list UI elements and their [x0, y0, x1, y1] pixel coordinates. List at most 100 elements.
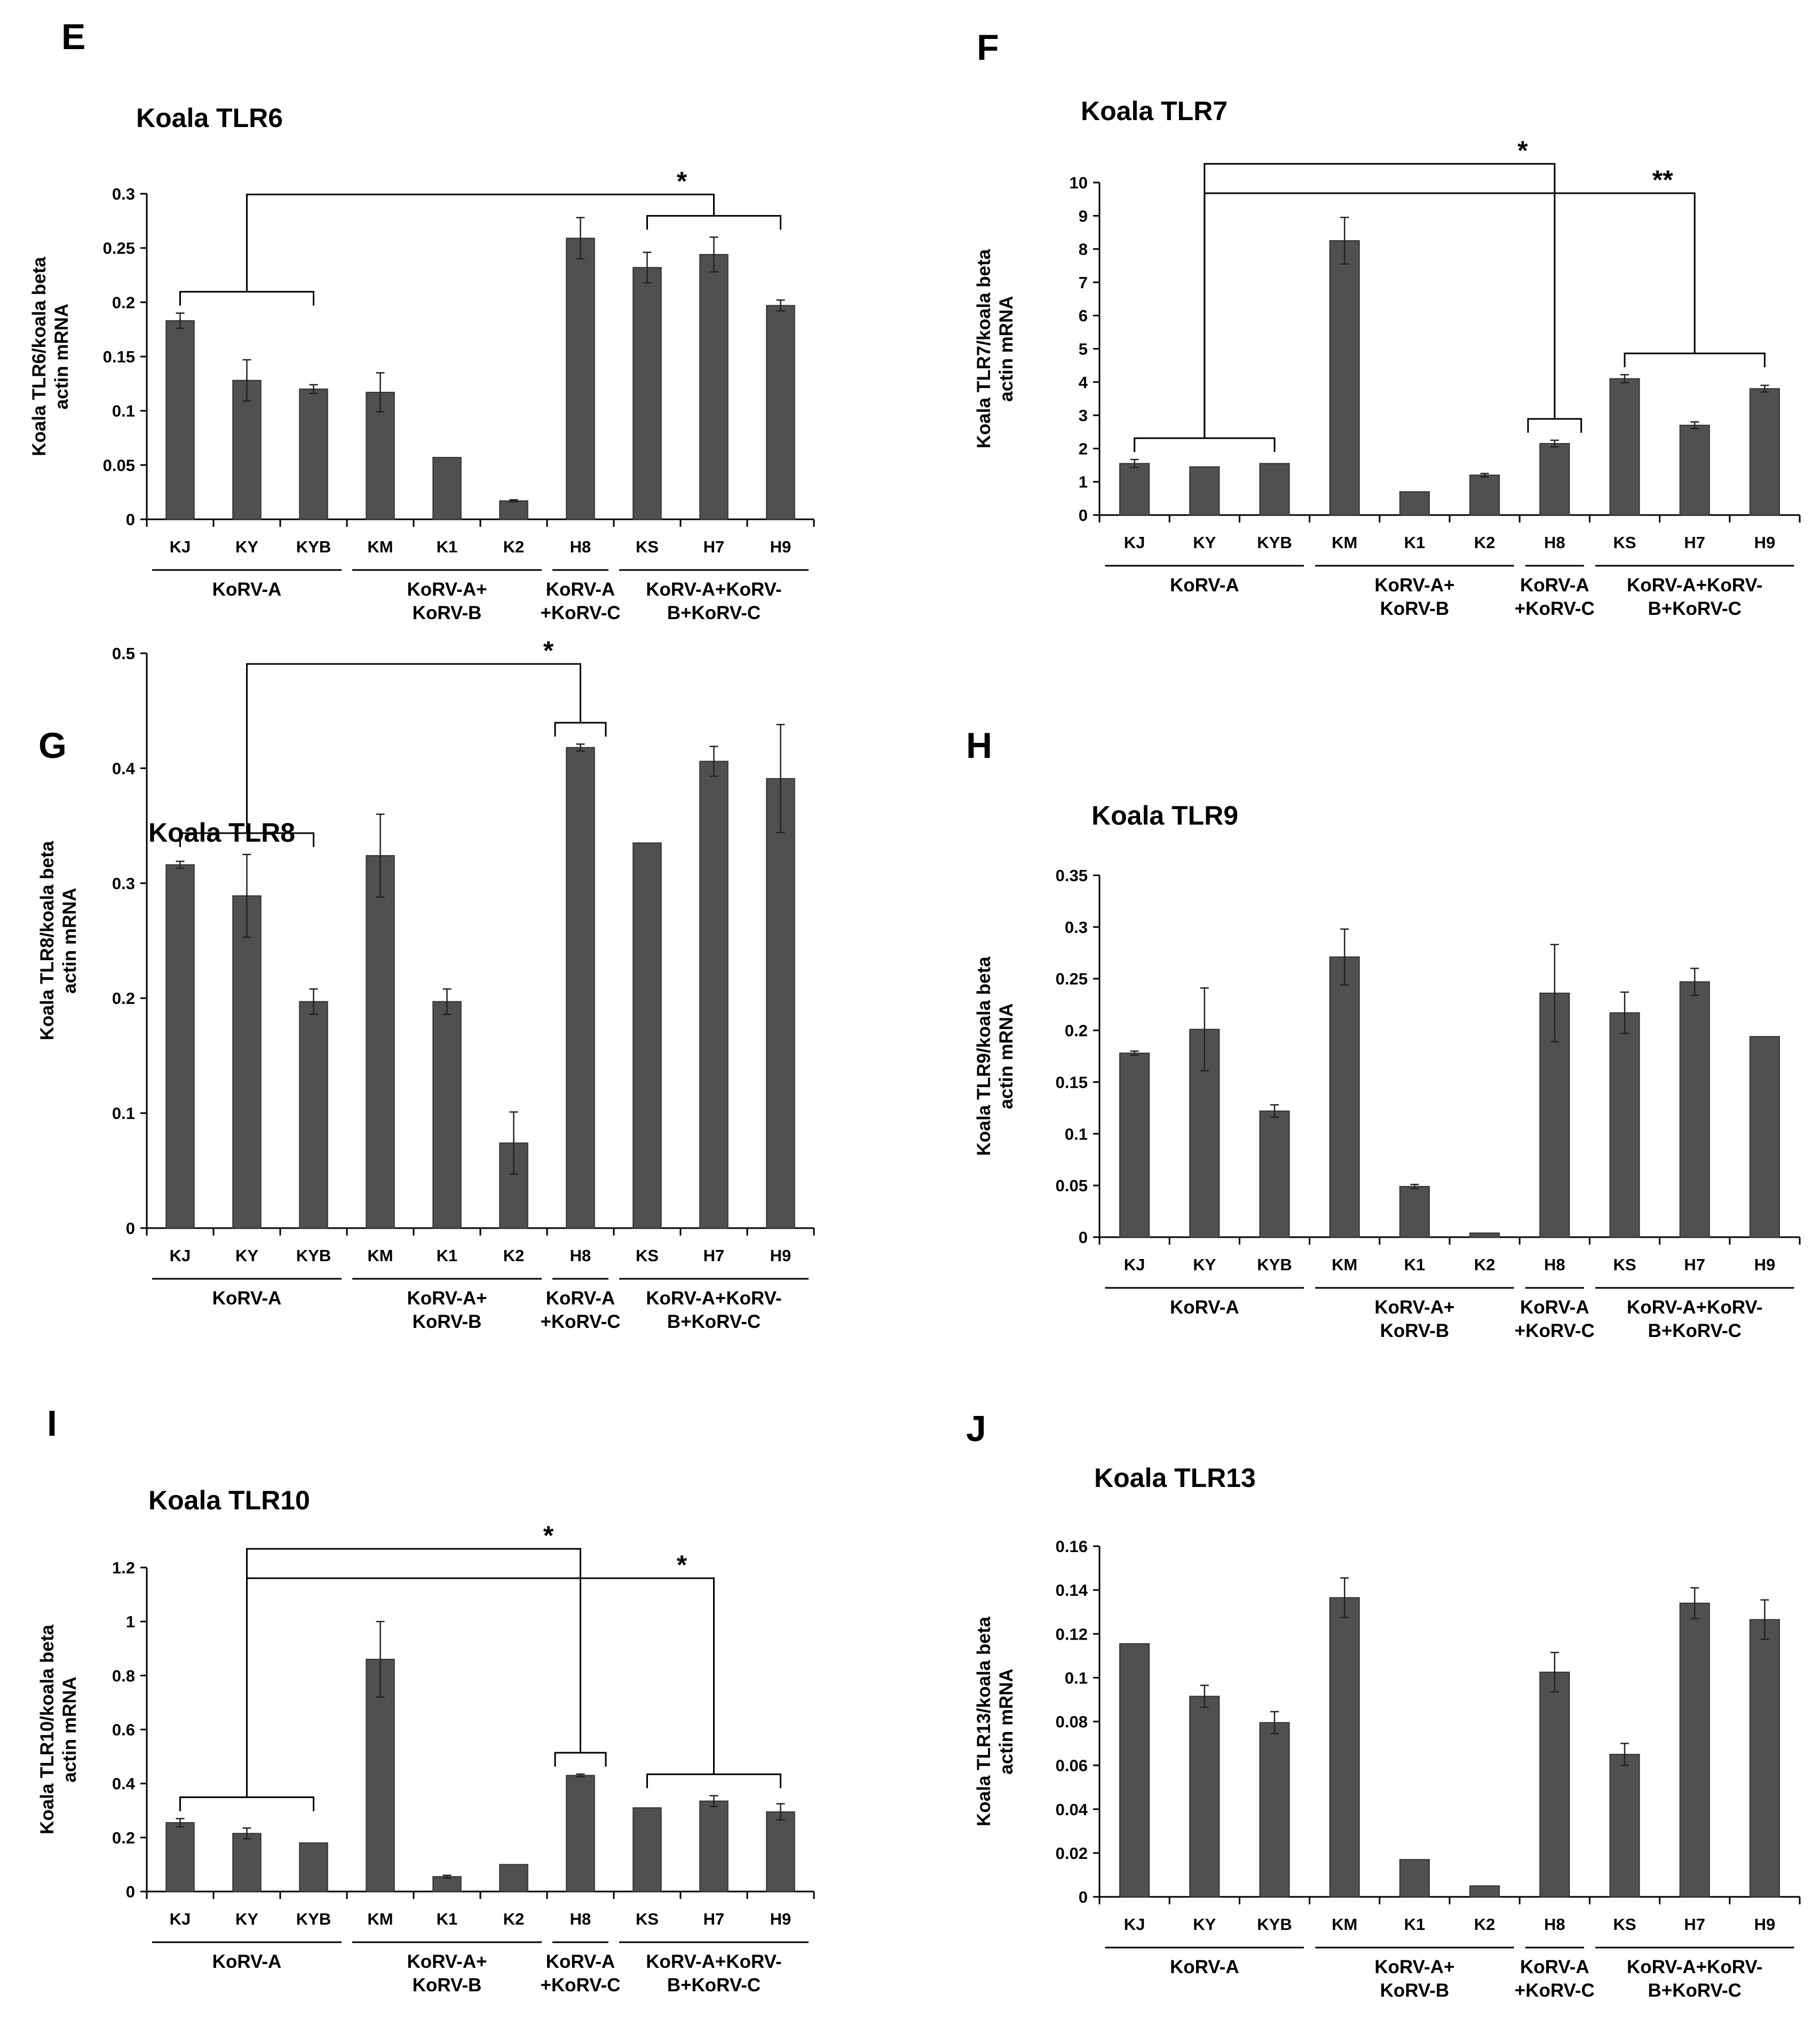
bar-kj [1119, 1052, 1150, 1238]
bar-kj [165, 320, 195, 520]
y-tick-label: 1 [1079, 473, 1088, 492]
y-axis-label-line: actin mRNA [51, 304, 72, 409]
group-label: KoRV-A [1170, 1957, 1239, 1977]
group-label: KoRV-B [1380, 598, 1450, 619]
bar-h8 [566, 747, 595, 1229]
category-label: KM [1332, 1915, 1357, 1934]
significance-group-bracket [646, 1773, 781, 1788]
category-label: K1 [437, 1910, 458, 1928]
category-label: H7 [703, 1910, 725, 1928]
bar-h7 [699, 254, 729, 520]
y-tick-label: 0.1 [112, 1104, 135, 1123]
panel-letter: G [38, 725, 67, 766]
y-tick-label: 0.1 [112, 402, 135, 421]
y-tick-label: 0.5 [112, 644, 135, 663]
category-label: KJ [170, 537, 191, 556]
bar-km [366, 1658, 395, 1893]
y-tick-label: 0.3 [112, 185, 135, 203]
bar-k2 [499, 1864, 528, 1893]
significance-connector [246, 1548, 581, 1798]
group-label: KoRV-A+ [1374, 575, 1454, 596]
bar-h9 [1749, 1036, 1780, 1238]
significance-group-bracket [1134, 437, 1276, 452]
group-label: +KoRV-C [540, 1311, 620, 1332]
y-tick-label: 0.16 [1056, 1537, 1088, 1556]
y-tick-label: 0.2 [112, 1829, 135, 1847]
y-axis-label-line: actin mRNA [996, 1668, 1017, 1774]
bar-kj [1119, 1643, 1150, 1897]
chart-title: Koala TLR10 [148, 1485, 310, 1515]
bar-ks [632, 267, 662, 520]
group-label: KoRV-A+KoRV- [1627, 1297, 1762, 1318]
significance-connector [1204, 163, 1556, 438]
bar-ky [232, 1833, 262, 1893]
bar-h7 [1679, 1602, 1710, 1897]
category-label: KY [235, 1910, 258, 1928]
y-tick-label: 0.4 [112, 759, 136, 778]
y-tick-label: 0.25 [103, 239, 135, 258]
category-label: KM [1332, 533, 1357, 552]
bar-h7 [699, 761, 729, 1229]
category-label: H9 [1754, 1915, 1776, 1934]
bar-h9 [766, 305, 795, 520]
bar-kyb [299, 389, 328, 520]
y-tick-label: 0 [126, 1219, 135, 1238]
category-label: KJ [1124, 533, 1145, 552]
y-tick-label: 10 [1070, 173, 1088, 192]
bar-h9 [766, 778, 795, 1229]
category-label: K2 [1474, 1915, 1495, 1934]
y-tick-label: 7 [1079, 273, 1088, 292]
bar-k2 [1469, 1885, 1500, 1897]
y-tick-label: 0.02 [1056, 1844, 1088, 1863]
significance-group-bracket [1527, 418, 1582, 433]
y-tick-label: 0.2 [112, 989, 135, 1008]
y-axis-label-line: actin mRNA [996, 296, 1017, 401]
category-label: KY [235, 537, 258, 556]
group-label: KoRV-B [1380, 1980, 1450, 2001]
panel-letter: J [966, 1408, 986, 1449]
y-axis-label-line: Koala TLR13/koala beta [974, 1617, 994, 1826]
category-label: H9 [1754, 533, 1776, 552]
significance-group-bracket [1134, 437, 1276, 452]
bar-kj [165, 1822, 195, 1892]
group-label: B+KoRV-C [1648, 1320, 1742, 1341]
group-label: KoRV-A [212, 1951, 282, 1972]
significance-group-bracket [646, 215, 781, 230]
y-axis-label: Koala TLR13/koala beta actin mRNA [974, 1617, 1017, 1826]
category-label: H7 [1684, 1255, 1705, 1274]
group-label: KoRV-B [1380, 1320, 1450, 1341]
category-label: KYB [296, 1246, 331, 1265]
y-tick-label: 0.3 [112, 874, 135, 893]
chart-panel-h: H Koala TLR9 0 0.05 0.1 0.15 0.2 0.25 0.3 0.35 Koa… [966, 725, 1801, 1341]
y-axis-label-line: actin mRNA [59, 1676, 80, 1782]
group-label: +KoRV-C [540, 1975, 620, 1996]
y-tick-label: 0.06 [1056, 1756, 1088, 1775]
bar-ky [232, 379, 262, 520]
significance-connector [246, 1577, 715, 1798]
bar-k1 [1399, 1859, 1430, 1898]
group-label: KoRV-B [413, 603, 482, 623]
bar-h9 [1749, 1619, 1780, 1897]
chart-panel-e: E Koala TLR6 0 0.05 0.1 0.15 0.2 0.25 0.3 Koala T… [29, 17, 815, 623]
y-tick-label: 0 [1079, 506, 1088, 525]
y-tick-label: 0.15 [103, 347, 135, 366]
category-label: H8 [570, 1246, 591, 1265]
panel-letter: H [966, 725, 992, 766]
category-label: KS [636, 1910, 659, 1928]
bar-km [1329, 240, 1360, 516]
y-axis-label-line: Koala TLR9/koala beta [974, 956, 994, 1156]
y-tick-label: 0 [126, 1882, 135, 1901]
group-label: KoRV-A [1170, 575, 1239, 596]
significance-label: * [543, 636, 554, 666]
y-tick-label: 0 [1079, 1888, 1088, 1906]
category-label: K1 [1404, 1915, 1426, 1934]
y-tick-label: 4 [1079, 373, 1088, 392]
y-tick-label: 0.1 [1065, 1125, 1088, 1143]
bar-km [366, 855, 395, 1229]
chart-title: Koala TLR9 [1091, 801, 1238, 830]
group-label: KoRV-A+KoRV- [646, 579, 781, 600]
category-label: KYB [1257, 1915, 1292, 1934]
category-label: H9 [770, 537, 792, 556]
group-label: KoRV-A+ [1374, 1957, 1454, 1977]
category-label: KJ [170, 1910, 191, 1928]
